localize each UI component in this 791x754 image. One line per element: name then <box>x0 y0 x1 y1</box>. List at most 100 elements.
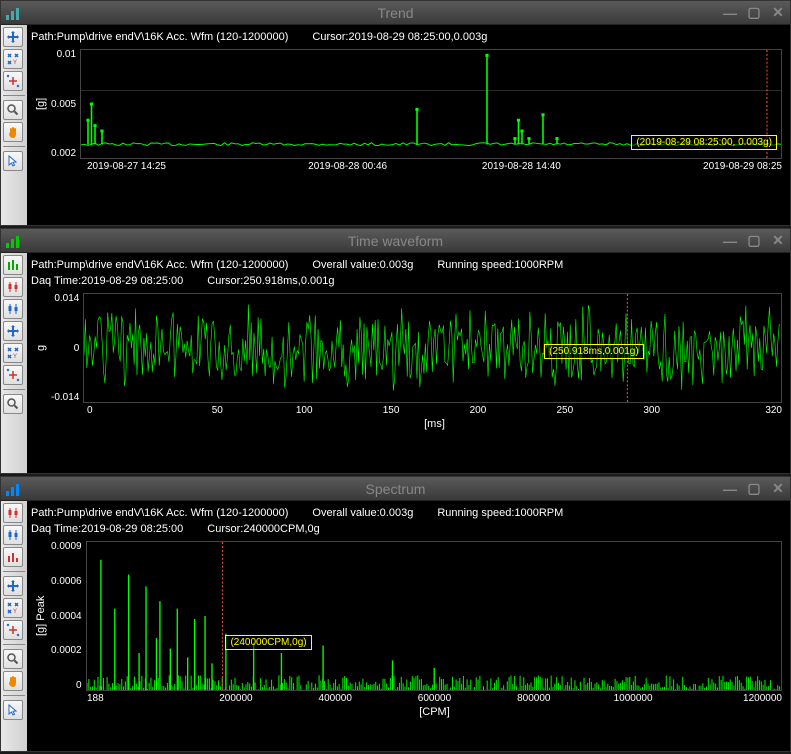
xy-icon[interactable]: Y <box>3 598 23 618</box>
pointer-icon[interactable] <box>3 700 23 720</box>
x-tick: 600000 <box>385 693 484 704</box>
y-tick: -0.014 <box>51 392 79 403</box>
y-tick: 0 <box>51 343 79 354</box>
vbars-icon[interactable] <box>3 255 23 275</box>
y-tick: 0.005 <box>51 99 76 110</box>
trend-panel: Trend — ▢ ✕ Y Path:Pump\drive endV\16K A… <box>0 0 791 226</box>
info-line: Path:Pump\drive endV\16K Acc. Wfm (120-1… <box>31 257 782 273</box>
x-tick: 200000 <box>186 693 285 704</box>
waveform-chart-area: Path:Pump\drive endV\16K Acc. Wfm (120-1… <box>27 253 790 473</box>
info-line: Path:Pump\drive endV\16K Acc. Wfm (120-1… <box>31 29 782 45</box>
plot-box[interactable]: (250.918ms,0.001g) <box>83 293 782 403</box>
plot-svg <box>84 294 781 402</box>
cursor-label: (2019-08-29 08:25:00, 0.003g) <box>631 135 777 150</box>
x-tick: 50 <box>174 405 261 416</box>
spectrum-panel: Spectrum — ▢ ✕ Y Path:Pump\drive endV\16… <box>0 476 791 752</box>
info-line: Daq Time:2019-08-29 08:25:00Cursor:24000… <box>31 521 782 537</box>
y-tick: 0.01 <box>51 49 76 60</box>
x-tick: 2019-08-29 08:25 <box>608 161 782 172</box>
x-axis-label: [CPM] <box>87 704 782 718</box>
candle-blue-icon[interactable] <box>3 525 23 545</box>
cursor-label: (250.918ms,0.001g) <box>544 344 644 359</box>
trend-chart-area: Path:Pump\drive endV\16K Acc. Wfm (120-1… <box>27 25 790 225</box>
y-tick: 0 <box>51 680 82 691</box>
info-line: Path:Pump\drive endV\16K Acc. Wfm (120-1… <box>31 505 782 521</box>
y-axis-label: [g] Peak <box>31 541 51 691</box>
x-tick: 400000 <box>286 693 385 704</box>
waveform-panel: Time waveform — ▢ ✕ Y Path:Pump\drive en… <box>0 228 791 474</box>
svg-text:Y: Y <box>13 60 17 66</box>
zoom-icon[interactable] <box>3 100 23 120</box>
panel-title: Spectrum <box>366 481 426 497</box>
trend-title-icon <box>5 5 21 21</box>
minimize-button[interactable]: — <box>722 5 738 21</box>
waveform-titlebar[interactable]: Time waveform — ▢ ✕ <box>1 229 790 253</box>
svg-text:Y: Y <box>13 354 17 360</box>
candle-red-icon[interactable] <box>3 277 23 297</box>
move-icon[interactable] <box>3 27 23 47</box>
x-tick: 2019-08-27 14:25 <box>87 161 261 172</box>
pointer-icon[interactable] <box>3 151 23 171</box>
trend-titlebar[interactable]: Trend — ▢ ✕ <box>1 1 790 25</box>
x-tick: 250 <box>521 405 608 416</box>
waveform-title-icon <box>5 233 21 249</box>
y-tick: 0.0002 <box>51 645 82 656</box>
x-tick: 1200000 <box>683 693 782 704</box>
x-tick: 188 <box>87 693 186 704</box>
spectrum-titlebar[interactable]: Spectrum — ▢ ✕ <box>1 477 790 501</box>
red-bars-icon[interactable] <box>3 547 23 567</box>
zoom-icon[interactable] <box>3 649 23 669</box>
y-axis-label: g <box>31 293 51 403</box>
spectrum-title-icon <box>5 481 21 497</box>
x-tick: 2019-08-28 00:46 <box>261 161 435 172</box>
move-icon[interactable] <box>3 321 23 341</box>
hand-icon[interactable] <box>3 671 23 691</box>
minimize-button[interactable]: — <box>722 481 738 497</box>
panel-title: Trend <box>377 5 413 21</box>
plot-svg <box>87 542 781 690</box>
cursor-label: (240000CPM,0g) <box>225 635 311 650</box>
xy-reset-icon[interactable] <box>3 620 23 640</box>
y-tick: 0.0006 <box>51 576 82 587</box>
x-tick: 2019-08-28 14:40 <box>435 161 609 172</box>
plot-box[interactable]: (240000CPM,0g) <box>86 541 782 691</box>
spectrum-chart-area: Path:Pump\drive endV\16K Acc. Wfm (120-1… <box>27 501 790 751</box>
y-tick: 0.014 <box>51 293 79 304</box>
candle-red-icon[interactable] <box>3 503 23 523</box>
candle-blue-icon[interactable] <box>3 299 23 319</box>
zoom-icon[interactable] <box>3 394 23 414</box>
info-line: Daq Time:2019-08-29 08:25:00Cursor:250.9… <box>31 273 782 289</box>
y-tick: 0.0004 <box>51 611 82 622</box>
close-button[interactable]: ✕ <box>770 5 786 21</box>
xy-reset-icon[interactable] <box>3 71 23 91</box>
minimize-button[interactable]: — <box>722 233 738 249</box>
plot-box[interactable]: (2019-08-29 08:25:00, 0.003g) <box>80 49 782 159</box>
x-tick: 0 <box>87 405 174 416</box>
xy-reset-icon[interactable] <box>3 365 23 385</box>
hand-icon[interactable] <box>3 122 23 142</box>
svg-text:Y: Y <box>13 609 17 615</box>
panel-title: Time waveform <box>348 233 443 249</box>
trend-toolbar: Y <box>1 25 27 225</box>
close-button[interactable]: ✕ <box>770 481 786 497</box>
x-tick: 100 <box>261 405 348 416</box>
maximize-button[interactable]: ▢ <box>746 481 762 497</box>
x-tick: 1000000 <box>583 693 682 704</box>
waveform-toolbar: Y <box>1 253 27 473</box>
x-tick: 200 <box>435 405 522 416</box>
y-tick: 0.002 <box>51 148 76 159</box>
x-tick: 320 <box>695 405 782 416</box>
y-axis-label: [g] <box>31 49 51 159</box>
close-button[interactable]: ✕ <box>770 233 786 249</box>
x-tick: 800000 <box>484 693 583 704</box>
x-axis-label: [ms] <box>87 416 782 430</box>
y-tick: 0.0009 <box>51 541 82 552</box>
move-icon[interactable] <box>3 576 23 596</box>
xy-icon[interactable]: Y <box>3 343 23 363</box>
spectrum-toolbar: Y <box>1 501 27 751</box>
maximize-button[interactable]: ▢ <box>746 233 762 249</box>
x-tick: 300 <box>608 405 695 416</box>
xy-icon[interactable]: Y <box>3 49 23 69</box>
maximize-button[interactable]: ▢ <box>746 5 762 21</box>
x-tick: 150 <box>348 405 435 416</box>
